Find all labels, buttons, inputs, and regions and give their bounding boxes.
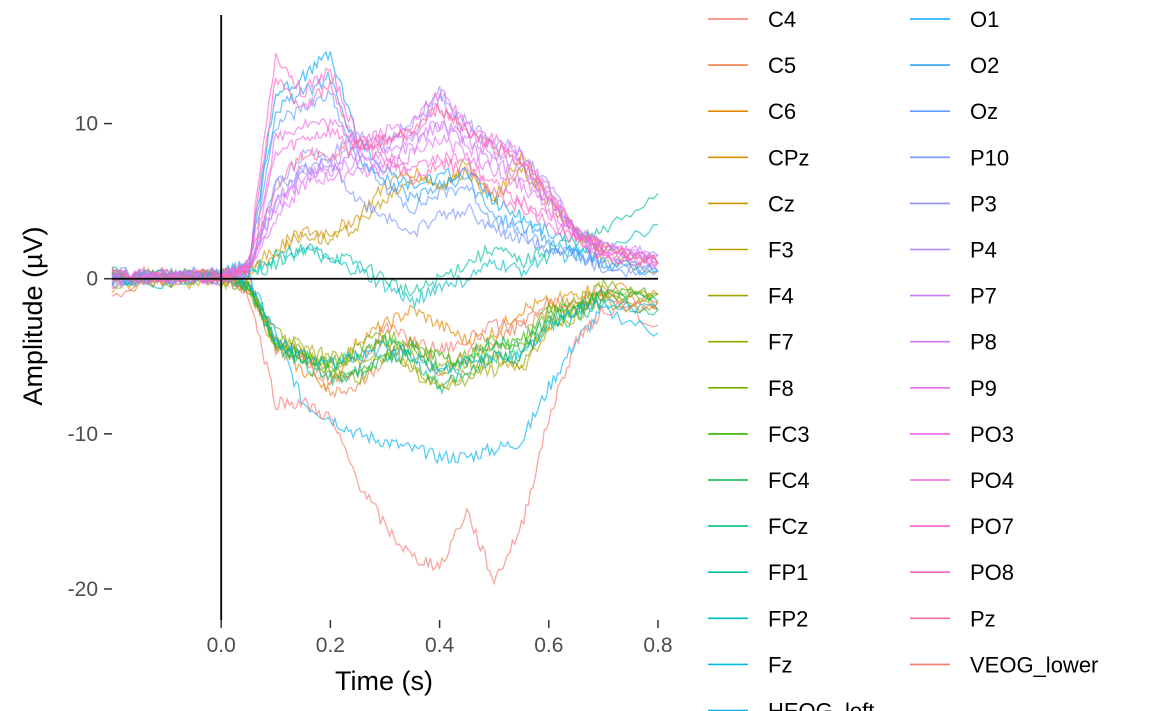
legend-label: P10 — [970, 145, 1009, 170]
legend-label: FC4 — [768, 468, 810, 493]
legend-item-f7: F7 — [708, 330, 794, 355]
x-tick-label: 0.4 — [425, 634, 455, 657]
legend-label: Oz — [970, 99, 998, 124]
legend-item-pz: Pz — [910, 606, 996, 631]
legend-label: P4 — [970, 238, 997, 263]
legend-item-oz: Oz — [910, 99, 998, 124]
axes: 10 0 -10 -20 0.0 0.2 0.4 0.6 0.8 — [68, 15, 673, 657]
plot-area — [111, 50, 659, 586]
series-line-c5 — [111, 267, 659, 399]
legend-item-p8: P8 — [910, 330, 997, 355]
y-tick-label: 0 — [86, 268, 98, 291]
legend-label: C5 — [768, 53, 796, 78]
legend-label: C4 — [768, 7, 796, 32]
x-tick-label: 0.0 — [207, 634, 236, 657]
legend-item-fp1: FP1 — [708, 560, 808, 585]
legend-item-c4: C4 — [708, 7, 796, 32]
legend-item-f8: F8 — [708, 376, 794, 401]
legend-item-fc3: FC3 — [708, 422, 810, 447]
series-line-po4 — [111, 104, 659, 284]
x-tick-label: 0.6 — [534, 634, 563, 657]
legend-item-veog-lower: VEOG_lower — [910, 652, 1098, 677]
legend-label: PO4 — [970, 468, 1014, 493]
legend-item-fz: Fz — [708, 652, 792, 677]
series-line-c6 — [111, 268, 659, 394]
legend-label: P7 — [970, 284, 997, 309]
series-line-o2 — [111, 71, 659, 286]
legend-label: CPz — [768, 145, 810, 170]
legend-item-po7: PO7 — [910, 514, 1014, 539]
y-tick-label: 10 — [75, 113, 98, 136]
legend-item-f4: F4 — [708, 284, 794, 309]
legend-label: P8 — [970, 330, 997, 355]
legend-item-f3: F3 — [708, 238, 794, 263]
legend-label: PO8 — [970, 560, 1014, 585]
legend-item-p7: P7 — [910, 284, 997, 309]
legend-item-c5: C5 — [708, 53, 796, 78]
series-line-f7 — [111, 267, 659, 392]
legend-item-po3: PO3 — [910, 422, 1014, 447]
legend-item-fp2: FP2 — [708, 606, 808, 631]
y-tick-label: -10 — [68, 423, 98, 446]
series-line-veog-lower — [111, 268, 659, 586]
legend-label: FCz — [768, 514, 808, 539]
series-line-p9 — [111, 133, 659, 287]
legend-label: F7 — [768, 330, 794, 355]
legend-label: F3 — [768, 238, 794, 263]
legend-item-fc4: FC4 — [708, 468, 810, 493]
legend-item-po8: PO8 — [910, 560, 1014, 585]
legend-label: C6 — [768, 99, 796, 124]
legend-label: Cz — [768, 191, 795, 216]
series-line-po3 — [111, 88, 659, 284]
series-line-pz — [111, 103, 659, 285]
legend-item-o1: O1 — [910, 7, 999, 32]
legend-label: P9 — [970, 376, 997, 401]
legend-label: HEOG_left — [768, 699, 874, 711]
legend-item-cz: Cz — [708, 191, 795, 216]
series-line-fcz — [111, 266, 659, 396]
legend-label: P3 — [970, 191, 997, 216]
series-line-cz — [111, 158, 659, 284]
x-axis-title: Time (s) — [335, 666, 433, 696]
legend-item-p3: P3 — [910, 191, 997, 216]
legend-item-c6: C6 — [708, 99, 796, 124]
legend-label: O2 — [970, 53, 999, 78]
legend-label: F4 — [768, 284, 794, 309]
legend-item-fcz: FCz — [708, 514, 808, 539]
y-tick-label: -20 — [68, 578, 98, 601]
series-line-heog-left — [111, 268, 659, 465]
legend-label: O1 — [970, 7, 999, 32]
legend-label: FP2 — [768, 606, 808, 631]
legend-item-o2: O2 — [910, 53, 999, 78]
series-line-p3 — [111, 86, 659, 287]
x-tick-label: 0.2 — [316, 634, 345, 657]
legend-label: Pz — [970, 606, 996, 631]
series-line-o1 — [111, 50, 659, 284]
series-line-fz — [111, 270, 659, 375]
legend-label: VEOG_lower — [970, 652, 1098, 677]
legend-label: FC3 — [768, 422, 810, 447]
series-line-fc3 — [111, 270, 659, 379]
legend: C4 C5 C6 CPz Cz F3 F4 F7 F8 FC3 FC4 FCz FP1 FP2 Fz HEOG… — [708, 7, 1098, 711]
legend-item-p10: P10 — [910, 145, 1009, 170]
legend-item-po4: PO4 — [910, 468, 1014, 493]
legend-item-p9: P9 — [910, 376, 997, 401]
x-tick-label: 0.8 — [643, 634, 672, 657]
legend-label: FP1 — [768, 560, 808, 585]
legend-item-heog-left: HEOG_left — [708, 699, 874, 711]
legend-label: PO3 — [970, 422, 1014, 447]
series-line-oz — [111, 88, 659, 285]
legend-item-cpz: CPz — [708, 145, 810, 170]
legend-label: F8 — [768, 376, 794, 401]
legend-label: Fz — [768, 652, 792, 677]
y-axis-title: Amplitude (µV) — [18, 226, 48, 405]
series-line-p8 — [111, 120, 659, 289]
series-line-p4 — [111, 93, 659, 286]
legend-item-p4: P4 — [910, 238, 997, 263]
legend-label: PO7 — [970, 514, 1014, 539]
